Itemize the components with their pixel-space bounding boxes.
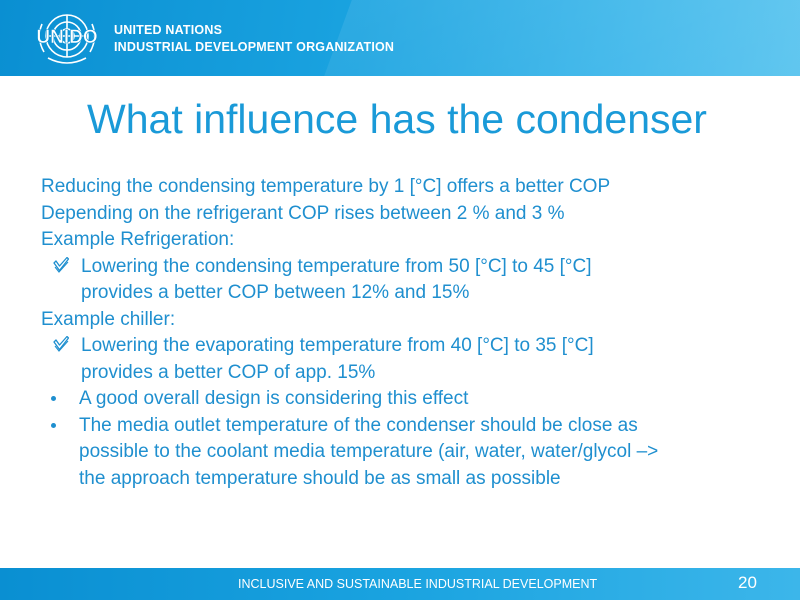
chiller-item-line-2: provides a better COP of app. 15%: [81, 361, 376, 383]
logo-text: UNIDO: [36, 27, 97, 48]
outlet-bullet-line-2: possible to the coolant media temperatur…: [79, 441, 659, 462]
design-bullet-text: A good overall design is considering thi…: [79, 388, 469, 409]
slide-header: UNIDO UNITED NATIONS INDUSTRIAL DEVELOPM…: [0, 0, 800, 76]
checkmark-bullet-icon: [53, 256, 69, 273]
slide-footer: INCLUSIVE AND SUSTAINABLE INDUSTRIAL DEV…: [0, 568, 800, 600]
slide-body: Reducing the condensing temperature by 1…: [41, 174, 781, 492]
unido-emblem-icon: UNIDO: [36, 14, 98, 64]
outlet-bullet-line-1: The media outlet temperature of the cond…: [79, 414, 638, 436]
refrigeration-item-line-2: provides a better COP between 12% and 15…: [81, 282, 470, 303]
design-bullet: A good overall design is considering thi…: [41, 386, 781, 413]
chiller-list-item: Lowering the evaporating temperature fro…: [41, 333, 781, 386]
org-line-2: INDUSTRIAL DEVELOPMENT ORGANIZATION: [114, 40, 395, 54]
chiller-item-line-1: Lowering the evaporating temperature fro…: [81, 335, 594, 356]
refrigeration-item-line-1: Lowering the condensing temperature from…: [81, 255, 592, 277]
example-refrigeration-label: Example Refrigeration:: [41, 229, 235, 250]
intro-line-1: Reducing the condensing temperature by 1…: [41, 176, 611, 197]
footer-tagline: INCLUSIVE AND SUSTAINABLE INDUSTRIAL DEV…: [238, 577, 598, 591]
outlet-bullet-line-3: the approach temperature should be as sm…: [79, 467, 561, 489]
dot-bullet-icon: [51, 422, 56, 428]
outlet-temperature-bullet: The media outlet temperature of the cond…: [41, 413, 781, 493]
organization-name: UNITED NATIONS INDUSTRIAL DEVELOPMENT OR…: [114, 22, 394, 56]
refrigeration-list-item: Lowering the condensing temperature from…: [41, 254, 781, 307]
dot-bullet-icon: [51, 396, 56, 401]
checkmark-bullet-icon: [53, 336, 69, 352]
slide-title: What influence has the condenser: [87, 96, 707, 142]
intro-line-2: Depending on the refrigerant COP rises b…: [41, 202, 565, 224]
page-number: 20: [738, 573, 757, 592]
example-chiller-label: Example chiller:: [41, 308, 176, 330]
org-line-1: UNITED NATIONS: [114, 23, 223, 37]
